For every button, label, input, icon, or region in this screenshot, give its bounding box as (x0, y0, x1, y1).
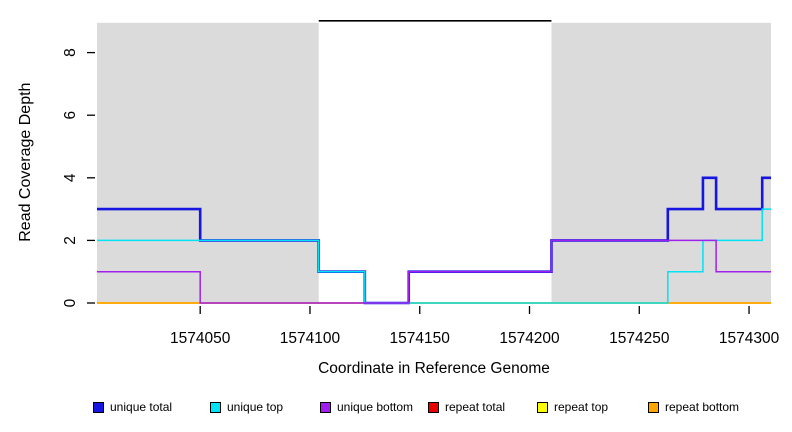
series-path-unique-top (97, 208, 771, 304)
y-tick-label: 4 (62, 173, 79, 182)
legend-item-repeat-total: repeat total (428, 401, 505, 414)
unique-bottom-swatch-icon (320, 402, 331, 413)
repeat-top-swatch-icon (537, 402, 548, 413)
legend-item-unique-total: unique total (93, 401, 172, 414)
legend-label: unique total (110, 400, 173, 414)
series-path-unique-bottom (97, 239, 771, 304)
legend-item-unique-top: unique top (210, 401, 283, 414)
unique-top-swatch-icon (210, 402, 221, 413)
legend-item-repeat-bottom: repeat bottom (648, 401, 739, 414)
legend-label: repeat bottom (665, 400, 740, 414)
repeat-bottom-swatch-icon (648, 402, 659, 413)
legend-item-repeat-top: repeat top (537, 401, 608, 414)
y-tick-label: 8 (62, 48, 79, 57)
y-tick-label: 2 (62, 236, 79, 245)
shaded-region (97, 22, 319, 304)
x-axis-title: Coordinate in Reference Genome (318, 360, 550, 377)
legend-label: repeat top (554, 400, 609, 414)
x-tick-label: 1574300 (719, 330, 780, 347)
legend-label: unique bottom (337, 400, 414, 414)
x-tick-label: 1574250 (609, 330, 670, 347)
y-tick-label: 0 (62, 298, 79, 307)
legend-label: repeat total (445, 400, 506, 414)
legend-label: unique top (227, 400, 284, 414)
x-tick-label: 1574150 (390, 330, 451, 347)
y-axis-title: Read Coverage Depth (17, 83, 34, 242)
legend-item-unique-bottom: unique bottom (320, 401, 413, 414)
x-tick-label: 1574050 (170, 330, 231, 347)
repeat-total-swatch-icon (428, 402, 439, 413)
x-tick-label: 1574200 (499, 330, 560, 347)
y-tick-label: 6 (62, 111, 79, 120)
shaded-region (551, 22, 771, 304)
x-tick-label: 1574100 (280, 330, 341, 347)
unique-total-swatch-icon (93, 402, 104, 413)
